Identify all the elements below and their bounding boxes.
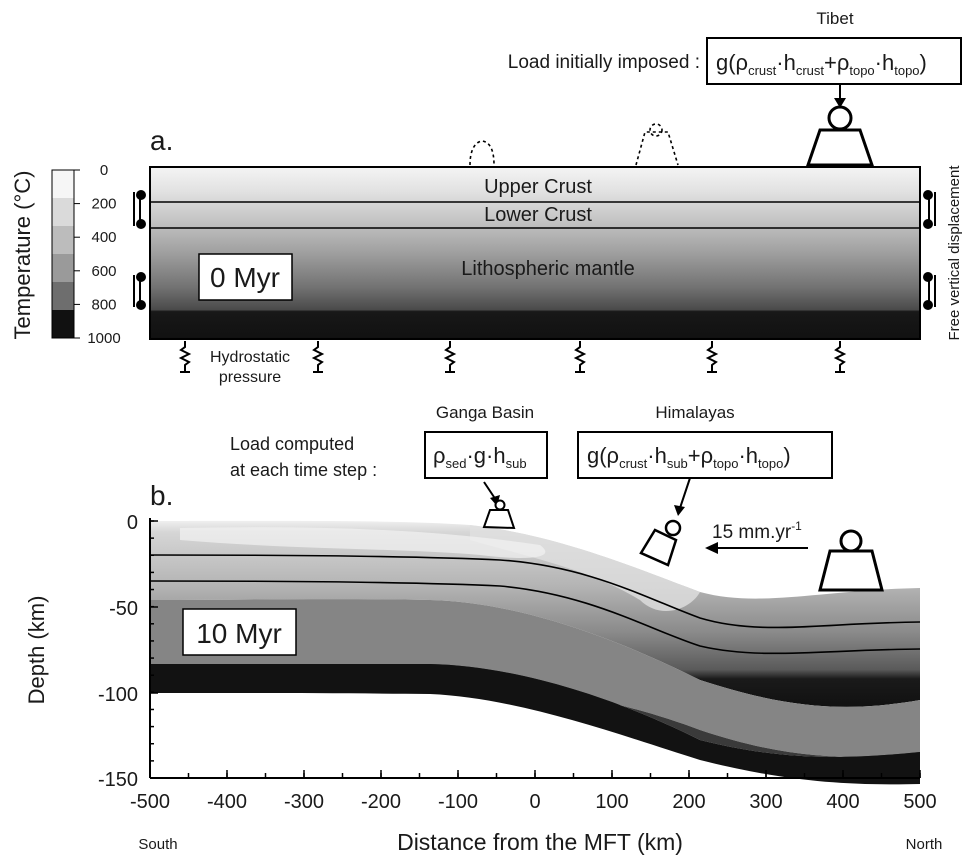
time-label-10: 10 Myr xyxy=(196,618,282,649)
x-tick-label-0: -500 xyxy=(130,791,170,813)
lower-crust-label: Lower Crust xyxy=(484,204,592,226)
x-tick-label-5: 0 xyxy=(529,791,540,813)
colorbar-ticks: 0 200 400 600 800 1000 xyxy=(74,162,121,347)
panel-a-label: a. xyxy=(150,125,173,156)
y-axis-title: Depth (km) xyxy=(24,596,49,705)
tibet-load-weight-b xyxy=(818,549,884,592)
basin-load-weight xyxy=(482,509,516,530)
x-tick-label-2: -300 xyxy=(284,791,324,813)
tibet-load-weight xyxy=(805,128,875,167)
dashed-load-himalaya xyxy=(635,131,679,166)
colorbar-tick-label-1: 200 xyxy=(91,196,116,213)
hydrostatic-springs xyxy=(178,341,847,373)
x-tick-label-9: 400 xyxy=(826,791,859,813)
himalayas-label: Himalayas xyxy=(655,403,734,422)
y-tick-label-3: -150 xyxy=(98,769,138,791)
left-roller-supports xyxy=(133,190,146,310)
north-label: North xyxy=(906,836,943,853)
basin-load-formula-box xyxy=(424,431,548,479)
time-label-0-box xyxy=(198,253,293,301)
x-tick-label-1: -400 xyxy=(207,791,247,813)
himalaya-load-formula-box xyxy=(577,431,833,479)
temperature-colorbar xyxy=(51,169,75,339)
tibet-load-knob-b xyxy=(839,529,863,553)
panel-a-model-domain xyxy=(150,167,920,339)
panel-b-upper-lower-crust-boundary xyxy=(149,554,921,629)
upper-crust-label: Upper Crust xyxy=(484,176,592,198)
tibet-load-knob xyxy=(827,105,853,131)
x-tick-label-4: -100 xyxy=(438,791,478,813)
colorbar-tick-label-0: 0 xyxy=(100,162,108,179)
himalaya-load-knob xyxy=(664,519,682,537)
spring-4 xyxy=(705,341,719,373)
right-roller-supports xyxy=(923,190,936,310)
himalaya-load-formula: g(ρcrust·hsub+ρtopo·htopo) xyxy=(587,443,791,471)
tibet-load-arrowhead xyxy=(834,98,846,108)
tibet-load-formula-box xyxy=(706,37,962,85)
panel-b-crust-domain xyxy=(150,520,920,707)
x-tick-label-3: -200 xyxy=(361,791,401,813)
himalaya-load-arrowhead xyxy=(674,505,685,516)
himalaya-load-weight xyxy=(639,528,678,567)
y-tick-label-2: -100 xyxy=(98,684,138,706)
spring-3 xyxy=(573,341,587,373)
y-tick-label-0: 0 xyxy=(127,512,138,534)
load-computed-line1: Load computed xyxy=(230,434,354,454)
x-tick-label-10: 500 xyxy=(903,791,936,813)
dashed-load-basin xyxy=(469,140,495,166)
colorbar-tick-label-4: 800 xyxy=(91,296,116,313)
x-tick-label-8: 300 xyxy=(749,791,782,813)
panel-b-basin-fill xyxy=(180,527,546,558)
colorbar-tick-label-2: 400 xyxy=(91,229,116,246)
himalaya-load-arrow xyxy=(679,477,691,509)
spring-5 xyxy=(833,341,847,373)
tibet-label: Tibet xyxy=(816,9,853,28)
x-tick-label-6: 100 xyxy=(595,791,628,813)
spring-0 xyxy=(178,341,192,373)
lithospheric-mantle-label: Lithospheric mantle xyxy=(461,258,634,280)
free-vertical-displacement-label: Free vertical displacement xyxy=(946,165,963,341)
south-label: South xyxy=(138,836,177,853)
hydrostatic-label-line1: Hydrostatic xyxy=(210,349,290,366)
panel-b-mantle-domain xyxy=(150,599,920,758)
time-label-0: 0 Myr xyxy=(210,262,280,293)
time-label-10-box xyxy=(182,608,297,656)
convergence-rate-label: 15 mm.yr-1 xyxy=(712,519,802,543)
colorbar-tick-label-5: 1000 xyxy=(87,330,120,347)
ganga-basin-label: Ganga Basin xyxy=(436,403,534,422)
y-ticks: 0 -50 -100 -150 xyxy=(98,512,158,791)
x-tick-label-7: 200 xyxy=(672,791,705,813)
hydrostatic-label: Hydrostatic pressure xyxy=(210,349,290,386)
y-tick-label-1: -50 xyxy=(109,598,138,620)
x-ticks: -500 -400 -300 -200 -100 0 100 200 300 400 500 xyxy=(130,770,937,813)
load-computed-line2: at each time step : xyxy=(230,460,377,480)
spring-2 xyxy=(443,341,457,373)
colorbar-tick-label-3: 600 xyxy=(91,263,116,280)
hydrostatic-label-line2: pressure xyxy=(219,369,281,386)
convergence-arrowhead xyxy=(705,542,718,554)
load-initial-caption: Load initially imposed : xyxy=(508,52,700,73)
panel-a-model-border xyxy=(149,166,921,340)
basin-load-knob xyxy=(494,499,506,511)
dashed-load-himalaya-top xyxy=(649,123,663,137)
spring-1 xyxy=(311,341,325,373)
colorbar-title: Temperature (°C) xyxy=(10,171,35,340)
panel-b-asthenosphere-band xyxy=(150,664,920,785)
x-axis-title: Distance from the MFT (km) xyxy=(397,829,683,855)
panel-b-moho-boundary xyxy=(149,580,921,655)
panel-b-label: b. xyxy=(150,480,173,511)
